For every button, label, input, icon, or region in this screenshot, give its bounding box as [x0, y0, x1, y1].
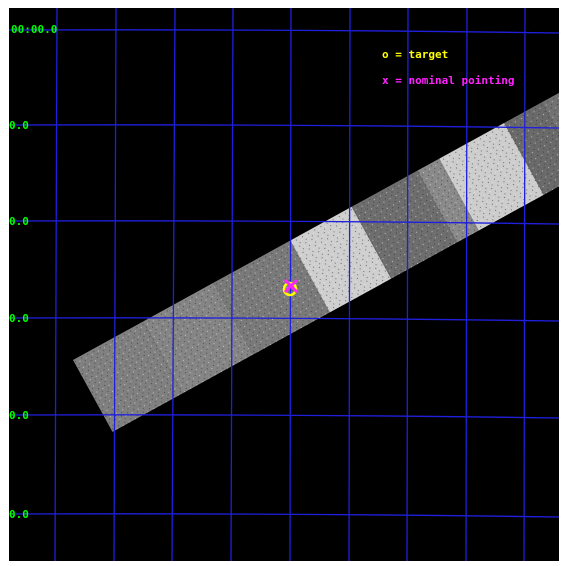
- coord-label-row-4: 0.0: [9, 409, 29, 422]
- grid-line-v6: [348, 8, 351, 561]
- coord-label-row-1: 0.0: [9, 119, 29, 132]
- sky-image: 00:00.0 0.0 0.0 0.0 0.0 0.0 o = target x…: [9, 8, 559, 561]
- legend-target-text: o = target: [382, 48, 448, 61]
- grid-line-v7: [406, 8, 409, 561]
- grid-line-v3: [171, 8, 176, 561]
- legend: o = target x = nominal pointing: [382, 48, 514, 87]
- markers: [282, 278, 299, 297]
- grid-line-h0: [9, 29, 559, 34]
- detector-strip: [73, 89, 559, 432]
- grid-line-v9: [523, 8, 526, 561]
- coord-label-top: 00:00.0: [11, 23, 57, 36]
- coordinate-labels: 00:00.0 0.0 0.0 0.0 0.0 0.0: [9, 23, 57, 521]
- cross-icon: [283, 278, 299, 294]
- grid-line-v4: [230, 8, 234, 561]
- grid-line-v2: [113, 8, 117, 561]
- grid-line-h4: [9, 414, 559, 419]
- grid-line-v8: [465, 8, 468, 561]
- grid-line-h3: [9, 317, 559, 322]
- strip-noise: [73, 89, 559, 432]
- grid-line-h5: [9, 513, 559, 518]
- grid-line-h2: [9, 220, 559, 225]
- grid-line-h1: [9, 124, 559, 129]
- coord-label-row-2: 0.0: [9, 215, 29, 228]
- coord-label-row-5: 0.0: [9, 508, 29, 521]
- grid-line-v1: [54, 8, 58, 561]
- legend-pointing-text: x = nominal pointing: [382, 74, 514, 87]
- coordinate-grid: [9, 8, 559, 561]
- coord-label-row-3: 0.0: [9, 312, 29, 325]
- sky-overlay: 00:00.0 0.0 0.0 0.0 0.0 0.0 o = target x…: [9, 8, 559, 561]
